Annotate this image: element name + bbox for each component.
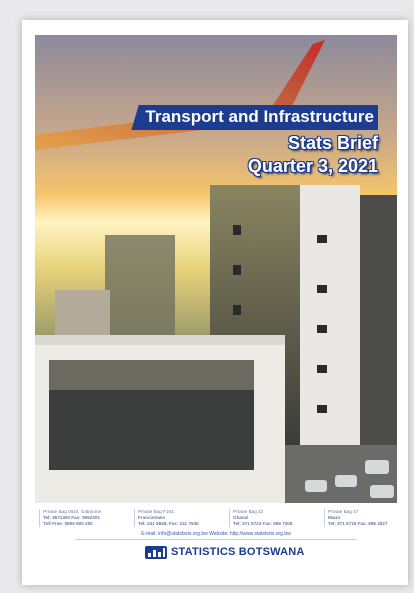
- office-line: Tel: 371 5723 Fax: 659 7206: [233, 521, 293, 526]
- office-address: Private Bag 0024, Gaborone Tel: 3671300 F…: [39, 509, 129, 527]
- office-line: Francistown: [138, 515, 166, 520]
- cover-subtitle: Stats Brief: [287, 133, 378, 153]
- contact-line: E-mail: info@statsbots.org.bw Website: h…: [141, 531, 291, 537]
- office-line: Private Bag F193,: [138, 509, 175, 514]
- office-address: Private Bag F193, Francistown Tel: 241 584…: [134, 509, 224, 527]
- logo-text: STATISTICS BOTSWANA: [171, 546, 305, 558]
- office-line: Private Bag 32: [233, 509, 264, 514]
- office-address: Private Bag 47 Maun Tel: 371 5716 Fax: 686…: [324, 509, 414, 527]
- office-line: Tel: 3671300 Fax: 3952201: [43, 515, 100, 520]
- office-line: Maun: [328, 515, 340, 520]
- divider: [75, 539, 357, 540]
- office-line: Tel: 371 5716 Fax: 686 4327: [328, 521, 388, 526]
- cover-title: Transport and Infrastructure: [131, 105, 378, 130]
- cover-period: Quarter 3, 2021: [247, 156, 378, 176]
- office-line: Ghanzi: [233, 515, 249, 520]
- logo-icon: [145, 545, 167, 559]
- office-line: Private Bag 0024, Gaborone: [43, 509, 102, 514]
- office-line: Private Bag 47: [328, 509, 359, 514]
- office-address: Private Bag 32 Ghanzi Tel: 371 5723 Fax: 6…: [229, 509, 319, 527]
- cover-footer: E-mail: info@statsbots.org.bw Website: h…: [35, 503, 397, 570]
- office-line: Toll Free: 0800 600 200: [43, 521, 93, 526]
- office-line: Tel: 241 5848, Fax: 241 7540: [138, 521, 199, 526]
- logo: STATISTICS BOTSWANA: [145, 545, 305, 559]
